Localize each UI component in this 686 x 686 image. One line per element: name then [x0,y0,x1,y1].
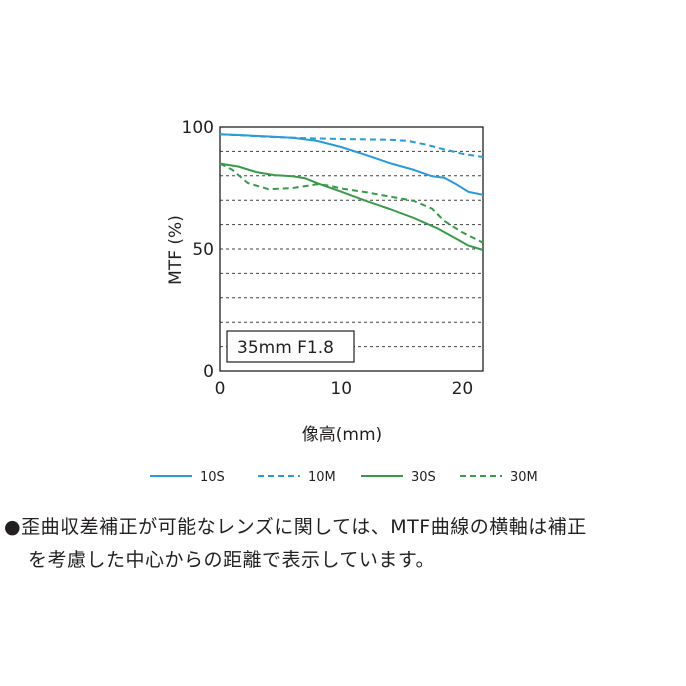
annotation-box [226,330,355,363]
series-line-10s [219,133,484,196]
y-tick-label: 100 [182,118,214,138]
legend: 10S 10M 30S 30M [150,470,538,485]
legend-label-10s: 10S [200,470,225,485]
series-line-10m [219,133,484,158]
footnote: ●歪曲収差補正が可能なレンズに関しては、MTF曲線の横軸は補正 を考慮した中心か… [4,511,684,577]
legend-label-10m: 10M [308,470,336,485]
tick-labels: 0 50 100 0 10 20 [182,118,474,399]
bullet-icon: ● [4,516,22,538]
x-tick-label: 10 [330,379,352,399]
annotation-label: 35mm F1.8 [237,338,334,358]
footnote-line-1: 歪曲収差補正が可能なレンズに関しては、MTF曲線の横軸は補正 [21,516,587,538]
footnote-line-2: を考慮した中心からの距離で表示しています。 [28,549,436,571]
grid-lines [220,150,483,348]
y-axis-title: MTF (%) [166,215,186,285]
series-line-30m [219,162,484,244]
x-axis-title: 像高(mm) [302,425,382,445]
series-layer [219,133,484,251]
series-line-30s [219,162,484,251]
legend-label-30s: 30S [411,470,436,485]
x-tick-label: 20 [452,379,474,399]
y-tick-label: 50 [192,240,214,260]
x-tick-label: 0 [215,379,226,399]
legend-label-30m: 30M [510,470,538,485]
y-tick-label: 0 [203,362,214,382]
